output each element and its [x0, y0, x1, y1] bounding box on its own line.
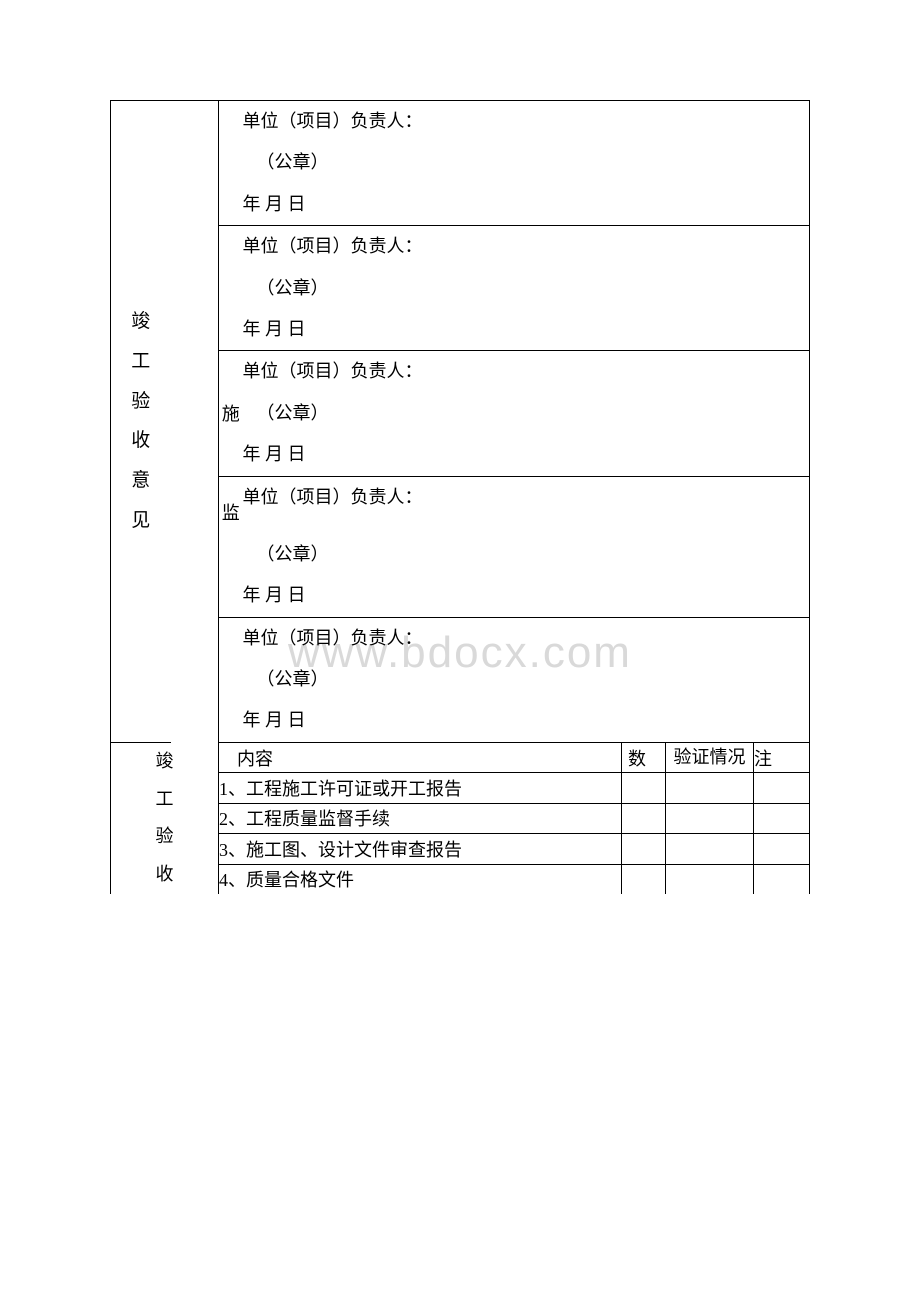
person-line: 单位（项目）负责人： [243, 226, 810, 267]
document-page: 竣 工 验 收 意 见 单位（项目）负责人： （公章） 年 月 日 单位（项目）… [110, 100, 810, 894]
section1-label: 竣 工 验 收 意 见 [111, 101, 171, 743]
unit-hint [219, 617, 243, 742]
seal-line: （公章） [243, 659, 810, 700]
label-char: 竣 [111, 743, 218, 781]
label-char: 意 [111, 461, 171, 501]
item-note [754, 803, 810, 833]
signature-block: 单位（项目）负责人： （公章） 年 月 日 [243, 101, 810, 226]
unit-hint: 施 [219, 351, 243, 476]
acceptance-checklist-table: 竣 工 验 收 内容 数 验证情况 注 1、工程施工许可证或开工报告 2、工程质… [110, 743, 810, 894]
label-char: 工 [111, 781, 218, 819]
header-count: 数 [622, 743, 666, 773]
label-char: 收 [111, 421, 171, 461]
label-char: 验 [111, 818, 218, 856]
seal-line: （公章） [243, 393, 810, 434]
item-content: 1、工程施工许可证或开工报告 [219, 773, 622, 803]
header-content: 内容 [219, 743, 622, 773]
person-line: 单位（项目）负责人： [243, 351, 810, 392]
acceptance-opinion-table: 竣 工 验 收 意 见 单位（项目）负责人： （公章） 年 月 日 单位（项目）… [110, 100, 810, 743]
person-line: 单位（项目）负责人： [243, 477, 810, 518]
signature-block: 单位（项目）负责人： （公章） 年 月 日 [243, 351, 810, 476]
item-verify [666, 864, 754, 894]
item-verify [666, 834, 754, 864]
date-line: 年 月 日 [243, 434, 810, 475]
spacer [171, 101, 219, 743]
item-content: 2、工程质量监督手续 [219, 803, 622, 833]
date-line: 年 月 日 [243, 575, 810, 616]
label-char: 收 [111, 856, 218, 894]
unit-hint: 监 [219, 476, 243, 617]
unit-hint [219, 226, 243, 351]
person-line: 单位（项目）负责人： [243, 101, 810, 142]
header-note: 注 [754, 743, 810, 773]
seal-line: （公章） [243, 268, 810, 309]
item-verify [666, 773, 754, 803]
item-count [622, 803, 666, 833]
label-char: 验 [111, 382, 171, 422]
header-verify: 验证情况 [666, 743, 754, 773]
person-line: 单位（项目）负责人： [243, 618, 810, 659]
signature-block: 单位（项目）负责人： （公章） 年 月 日 [243, 617, 810, 742]
date-line: 年 月 日 [243, 184, 810, 225]
label-char: 竣 [111, 302, 171, 342]
date-line: 年 月 日 [243, 309, 810, 350]
item-note [754, 773, 810, 803]
item-count [622, 864, 666, 894]
unit-hint [219, 101, 243, 226]
signature-block: 单位（项目）负责人： （公章） 年 月 日 [243, 226, 810, 351]
label-char: 见 [111, 501, 171, 541]
item-verify [666, 803, 754, 833]
item-content: 3、施工图、设计文件审查报告 [219, 834, 622, 864]
seal-line: （公章） [243, 534, 810, 575]
section2-label: 竣 工 验 收 [111, 743, 219, 894]
item-content: 4、质量合格文件 [219, 864, 622, 894]
item-note [754, 864, 810, 894]
item-count [622, 773, 666, 803]
signature-block: 单位（项目）负责人： （公章） 年 月 日 [243, 476, 810, 617]
seal-line: （公章） [243, 142, 810, 183]
label-char: 工 [111, 342, 171, 382]
item-note [754, 834, 810, 864]
date-line: 年 月 日 [243, 700, 810, 741]
item-count [622, 834, 666, 864]
